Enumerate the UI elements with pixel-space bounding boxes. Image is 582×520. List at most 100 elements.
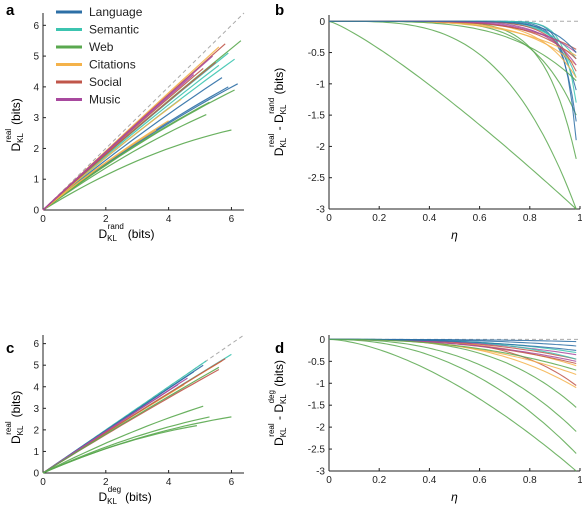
x-tick-label: 2 xyxy=(103,477,109,488)
label-sup: rand xyxy=(108,222,124,231)
panel-letter-c: c xyxy=(6,340,14,357)
series-line-language xyxy=(42,86,229,211)
x-tick-label: 0.6 xyxy=(473,213,487,224)
x-axis-label: η xyxy=(451,490,458,504)
y-tick-label: 0 xyxy=(319,17,325,28)
legend-label: Music xyxy=(89,93,120,107)
x-tick-label: 0.4 xyxy=(422,475,436,486)
series-line-web xyxy=(329,338,577,371)
x-tick-label: 4 xyxy=(166,214,172,225)
label-unit: (bits) xyxy=(128,227,155,241)
legend-label: Web xyxy=(89,40,114,54)
series-line-language xyxy=(42,77,223,211)
series-line-web xyxy=(329,20,577,210)
panel-letter-a: a xyxy=(6,2,15,19)
y-tick-label: 1 xyxy=(33,175,39,186)
legend: Language Semantic Web Citations Social Music xyxy=(56,5,143,107)
series-line-citations xyxy=(42,98,182,211)
legend-label: Social xyxy=(89,75,122,89)
label-sub: KL xyxy=(107,497,117,506)
label-part: - xyxy=(272,413,286,424)
label-part: (bits) xyxy=(272,360,286,390)
label-sup: real xyxy=(4,421,13,435)
label-part: real xyxy=(267,423,276,437)
label-part: - xyxy=(272,123,286,134)
y-axis-label: DKLreal (bits) xyxy=(4,98,25,151)
reference-line xyxy=(42,12,245,211)
label-unit: (bits) xyxy=(9,391,23,418)
y-tick-label: -1 xyxy=(316,379,325,390)
series-line-language xyxy=(329,20,577,53)
series-line-language xyxy=(329,20,577,122)
series-line-web xyxy=(328,338,577,472)
x-tick-label: 0 xyxy=(326,213,332,224)
label-part: (bits) xyxy=(272,68,286,98)
label-main: D xyxy=(9,435,23,444)
panel-b: 0 0.2 0.4 0.6 0.8 10-0.5-1-1.5-2-2.5-3bηDKLre… xyxy=(267,2,582,242)
legend-label: Semantic xyxy=(89,23,139,37)
y-tick-label: 2 xyxy=(33,425,39,436)
x-tick-label: 0 xyxy=(40,477,46,488)
label-unit: (bits) xyxy=(9,98,23,125)
y-tick-label: -1.5 xyxy=(308,111,326,122)
series-line-web xyxy=(42,405,204,474)
x-tick-label: 0.6 xyxy=(473,475,487,486)
x-tick-label: 6 xyxy=(229,214,235,225)
x-tick-label: 6 xyxy=(229,477,235,488)
x-tick-label: 0.2 xyxy=(372,475,386,486)
y-tick-label: -2.5 xyxy=(308,173,326,184)
y-tick-label: -3 xyxy=(316,205,325,216)
series-line-web xyxy=(42,416,232,474)
y-tick-label: -0.5 xyxy=(308,48,326,59)
series-line-citations xyxy=(42,129,157,211)
x-tick-label: 0.8 xyxy=(523,213,537,224)
series-line-web xyxy=(42,89,235,211)
series-line-web xyxy=(42,101,210,211)
series-line-music xyxy=(42,384,179,474)
y-tick-label: -0.5 xyxy=(308,357,326,368)
label-part: KL xyxy=(279,137,288,147)
label-sub: KL xyxy=(16,132,25,142)
y-tick-label: 1 xyxy=(33,447,39,458)
label-unit: (bits) xyxy=(125,490,152,504)
panel-letter-b: b xyxy=(275,2,284,19)
label-sub: KL xyxy=(107,234,117,243)
y-axis-label: DKLreal - DKLrand (bits) xyxy=(267,68,288,157)
x-axis-label: η xyxy=(451,228,458,242)
x-tick-label: 1 xyxy=(577,475,582,486)
label-part: D xyxy=(272,437,286,446)
y-tick-label: 3 xyxy=(33,404,39,415)
label-part: KL xyxy=(279,104,288,114)
y-tick-label: -2.5 xyxy=(308,445,326,456)
series-line-web xyxy=(42,366,220,474)
label-part: D xyxy=(272,114,286,123)
y-tick-label: 4 xyxy=(33,82,39,93)
label-part: KL xyxy=(279,394,288,404)
y-tick-label: -2 xyxy=(316,423,325,434)
y-tick-label: 0 xyxy=(319,335,325,346)
series-line-web xyxy=(42,416,210,474)
y-tick-label: -3 xyxy=(316,467,325,478)
label-main: D xyxy=(9,143,23,152)
y-axis-label: DKLreal (bits) xyxy=(4,391,25,444)
series-line-web xyxy=(42,425,198,474)
x-tick-label: 0.4 xyxy=(422,213,436,224)
x-tick-label: 0 xyxy=(40,214,46,225)
label-main: D xyxy=(99,490,108,504)
y-tick-label: 5 xyxy=(33,361,39,372)
y-tick-label: 0 xyxy=(33,206,39,217)
x-axis-label: DKL deg (bits) xyxy=(99,485,152,506)
series-line-web xyxy=(329,20,577,160)
series-line-web xyxy=(329,338,577,432)
y-tick-label: 4 xyxy=(33,382,39,393)
label-sup: real xyxy=(4,129,13,143)
y-tick-label: 5 xyxy=(33,52,39,63)
series-line-web xyxy=(42,129,232,211)
label-part: rand xyxy=(267,98,276,114)
series-line-web xyxy=(329,338,577,454)
label-sub: KL xyxy=(16,425,25,435)
panel-letter-d: d xyxy=(275,340,284,357)
y-tick-label: -1 xyxy=(316,79,325,90)
